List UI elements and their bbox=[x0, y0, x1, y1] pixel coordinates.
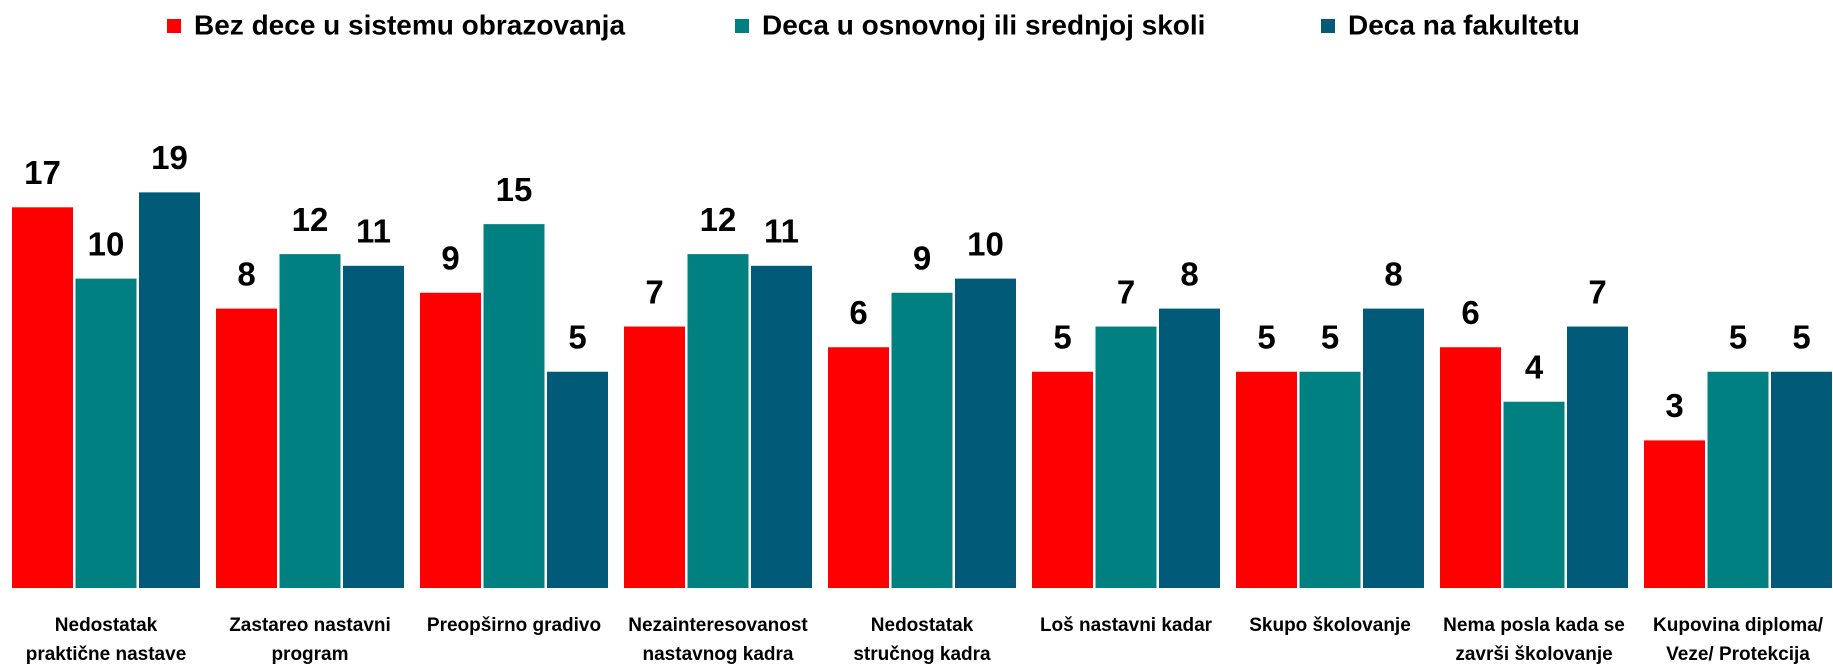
category-line: program bbox=[271, 644, 348, 665]
bar bbox=[343, 265, 404, 588]
category-line: Preopširno gradivo bbox=[427, 615, 601, 636]
bar bbox=[1771, 371, 1832, 588]
category-line: Zastareo nastavni bbox=[229, 615, 391, 636]
bar bbox=[828, 347, 889, 588]
value-label: 15 bbox=[496, 171, 533, 208]
bar bbox=[216, 308, 277, 588]
bar bbox=[279, 254, 341, 589]
value-label: 5 bbox=[1053, 318, 1071, 355]
category-line: Nezainteresovanost bbox=[628, 615, 808, 636]
value-label: 5 bbox=[1257, 318, 1275, 355]
value-label: 12 bbox=[292, 201, 329, 238]
category-line: Loš nastavni kadar bbox=[1040, 615, 1213, 636]
bar bbox=[547, 371, 608, 588]
bar bbox=[1032, 371, 1093, 588]
value-label: 7 bbox=[1588, 273, 1606, 310]
value-label: 9 bbox=[441, 239, 459, 276]
bar bbox=[420, 292, 481, 588]
value-label: 10 bbox=[88, 225, 125, 262]
value-label: 6 bbox=[849, 294, 867, 331]
value-label: 12 bbox=[700, 201, 737, 238]
category-line: Nema posla kada se bbox=[1443, 615, 1625, 636]
bar bbox=[1707, 371, 1769, 588]
category-line: Skupo školovanje bbox=[1249, 615, 1411, 636]
value-label: 11 bbox=[764, 213, 799, 250]
category-label: Nema posla kada se završi školovanje bbox=[1443, 615, 1625, 665]
bar bbox=[1567, 326, 1628, 588]
value-label: 3 bbox=[1665, 387, 1683, 424]
legend-text: Bez dece u sistemu obrazovanja bbox=[194, 9, 625, 40]
value-label: 5 bbox=[1792, 318, 1810, 355]
bar bbox=[955, 278, 1016, 588]
category-label: Nedostatak praktične nastave bbox=[26, 615, 187, 665]
bar bbox=[1644, 440, 1705, 588]
legend-swatch bbox=[167, 19, 181, 33]
category-line: Nedostatak bbox=[871, 615, 974, 636]
category-label: Nezainteresovanost nastavnog kadra bbox=[628, 615, 808, 665]
value-label: 9 bbox=[913, 239, 931, 276]
category-label: Kupovina diploma/Veze/ Protekcija bbox=[1653, 615, 1824, 665]
category-label: Loš nastavni kadar bbox=[1040, 615, 1213, 636]
bar bbox=[1095, 326, 1157, 588]
category-line: nastavnog kadra bbox=[643, 644, 794, 665]
bar bbox=[1363, 308, 1424, 588]
category-line: Veze/ Protekcija bbox=[1666, 644, 1810, 665]
category-label: Nedostatak stručnog kadra bbox=[853, 615, 991, 665]
bar bbox=[1440, 347, 1501, 588]
bar bbox=[687, 254, 749, 589]
category-line: Kupovina diploma/ bbox=[1653, 615, 1824, 636]
value-label: 17 bbox=[24, 154, 61, 191]
value-label: 19 bbox=[151, 139, 188, 176]
value-label: 5 bbox=[568, 318, 586, 355]
value-label: 4 bbox=[1525, 348, 1544, 385]
bar bbox=[1236, 371, 1297, 588]
bar bbox=[1299, 371, 1361, 588]
category-line: završi školovanje bbox=[1455, 644, 1612, 665]
value-label: 7 bbox=[645, 273, 663, 310]
value-label: 7 bbox=[1117, 273, 1135, 310]
bar bbox=[12, 207, 73, 588]
value-label: 8 bbox=[237, 255, 255, 292]
bar bbox=[1503, 401, 1565, 588]
value-label: 11 bbox=[356, 213, 391, 250]
value-label: 5 bbox=[1321, 318, 1339, 355]
bar bbox=[624, 326, 685, 588]
category-label: Zastareo nastavni program bbox=[229, 615, 391, 665]
bar bbox=[483, 224, 545, 588]
bar bbox=[75, 278, 137, 588]
category-label: Preopširno gradivo bbox=[427, 615, 601, 636]
legend-swatch bbox=[1321, 19, 1335, 33]
legend-text: Deca u osnovnoj ili srednjoj skoli bbox=[762, 9, 1205, 40]
value-label: 6 bbox=[1461, 294, 1479, 331]
bar bbox=[751, 265, 812, 588]
value-label: 5 bbox=[1729, 318, 1747, 355]
bar bbox=[139, 192, 200, 589]
category-line: praktične nastave bbox=[26, 644, 187, 665]
legend-text: Deca na fakultetu bbox=[1348, 9, 1580, 40]
value-label: 8 bbox=[1384, 255, 1402, 292]
bar bbox=[1159, 308, 1220, 588]
category-label: Skupo školovanje bbox=[1249, 615, 1411, 636]
category-line: stručnog kadra bbox=[853, 644, 991, 665]
category-line: Nedostatak bbox=[55, 615, 158, 636]
value-label: 8 bbox=[1180, 255, 1198, 292]
legend-swatch bbox=[735, 19, 749, 33]
bar bbox=[891, 292, 953, 588]
value-label: 10 bbox=[967, 225, 1004, 262]
